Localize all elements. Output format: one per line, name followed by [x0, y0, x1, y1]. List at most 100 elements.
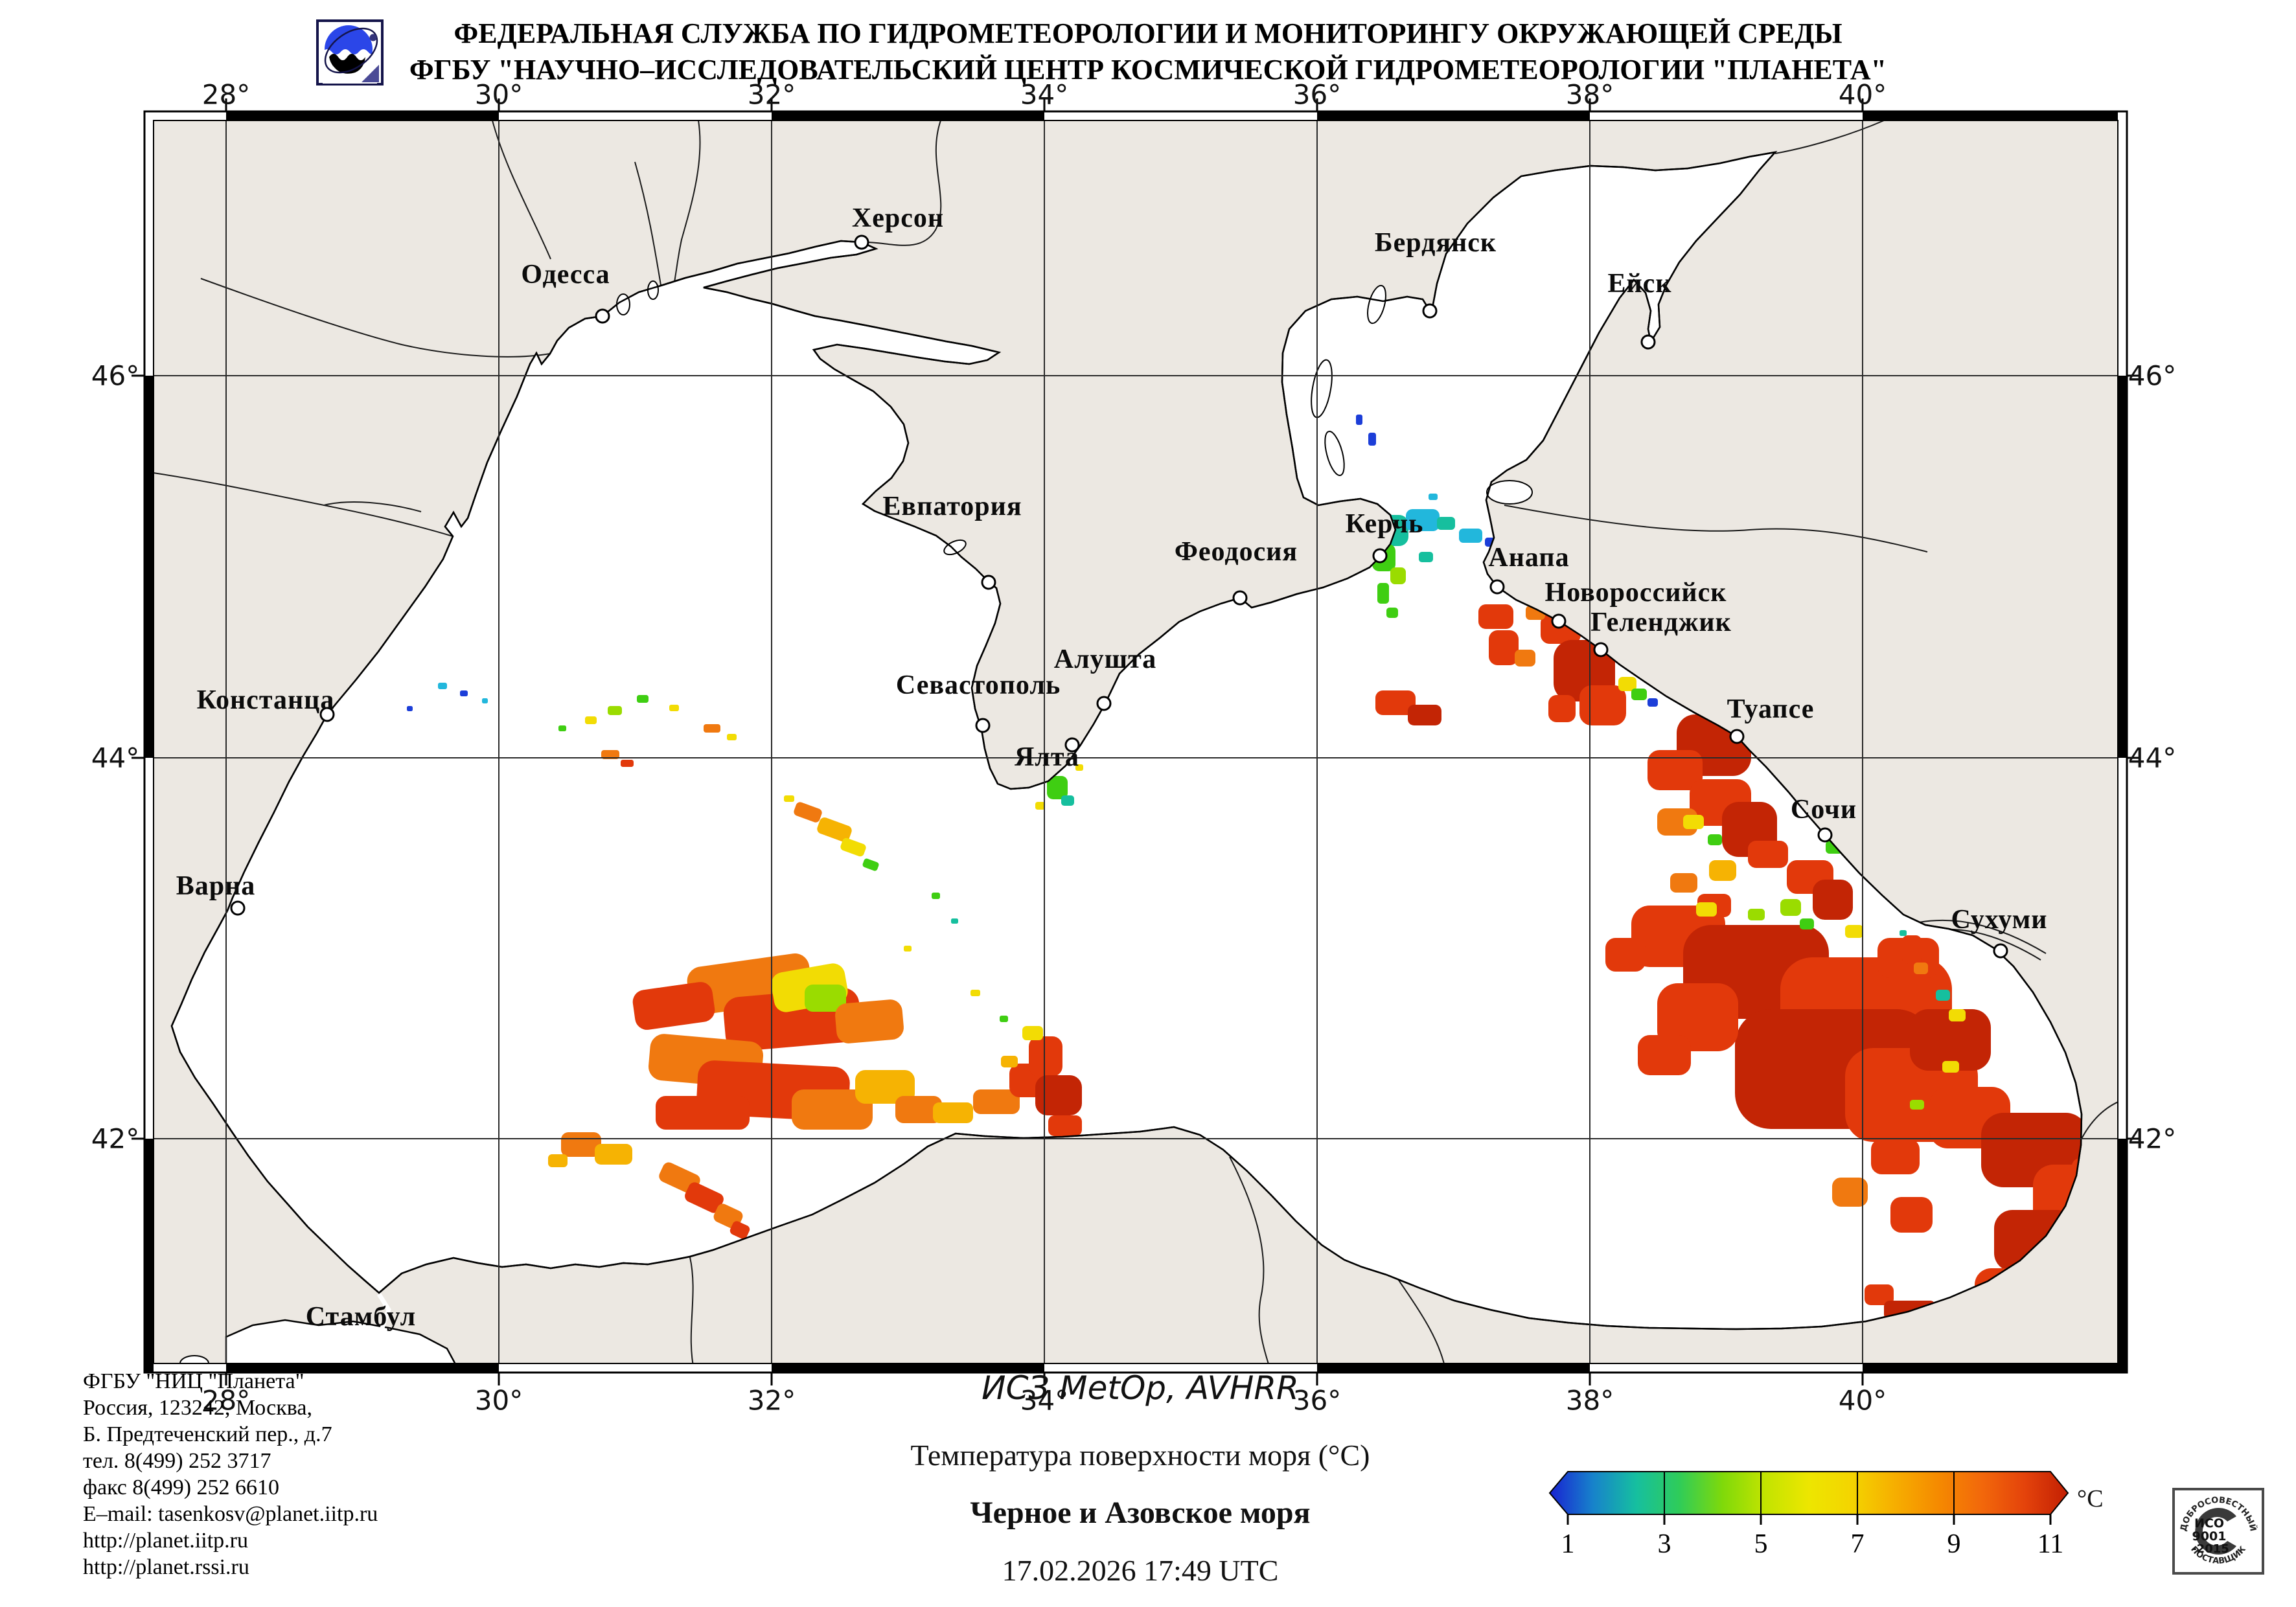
colorbar-dividers [1664, 1472, 1955, 1514]
lon-label-bottom: 40° [1838, 1384, 1887, 1417]
city-dots [230, 234, 2008, 959]
city-label: Алушта [1053, 644, 1157, 674]
region-line: Черное и Азовское моря [970, 1496, 1311, 1530]
sst-patch [1390, 567, 1406, 584]
sst-patch [608, 706, 622, 715]
sst-patch [1515, 650, 1535, 667]
city-label: Варна [176, 871, 256, 901]
sst-patch [1035, 802, 1045, 810]
sst-patch [1047, 776, 1068, 799]
sst-patch [1375, 690, 1416, 715]
sst-patch [1832, 1178, 1868, 1207]
city-label: Констанца [196, 685, 335, 715]
city-dot [1817, 827, 1833, 843]
city-dot [1372, 548, 1388, 564]
city-label: Сухуми [1951, 905, 2048, 935]
city-label: Бердянск [1374, 228, 1497, 258]
sst-patch [805, 985, 846, 1012]
sst-patch [1910, 1100, 1924, 1110]
sst-patch [1780, 899, 1801, 916]
svg-text:-2015: -2015 [2192, 1542, 2229, 1556]
sst-patch [1001, 1056, 1018, 1067]
header-title-line1: ФЕДЕРАЛЬНАЯ СЛУЖБА ПО ГИДРОМЕТЕОРОЛОГИИ … [453, 17, 1843, 49]
sst-patch [835, 999, 904, 1043]
sst-patch [1902, 935, 1922, 964]
parameter-line: Температура поверхности моря (°C) [910, 1439, 1370, 1472]
contact-line: http://planet.rssi.ru [83, 1555, 249, 1579]
sst-patch [1638, 1035, 1691, 1075]
lon-label-top: 28° [201, 78, 251, 111]
sst-patch [1548, 695, 1576, 722]
lon-label-bottom: 28° [201, 1384, 251, 1417]
sst-patch [970, 990, 980, 996]
city-dot [1640, 334, 1656, 350]
contact-line: факс 8(499) 252 6610 [83, 1476, 280, 1499]
iso-9001-stamp: ДОБРОСОВЕСТНЫЙ ПОСТАВЩИК ИСО 9001 -2015 [2172, 1488, 2264, 1575]
city-label: Севастополь [895, 670, 1061, 700]
lon-label-top: 34° [1020, 78, 1069, 111]
sst-patch [840, 838, 866, 857]
rivers [144, 120, 2128, 1373]
sst-patch [792, 1089, 873, 1130]
sst-patch [1657, 983, 1738, 1051]
city-label: Одесса [521, 260, 610, 290]
iso-c-mark [2195, 1508, 2236, 1555]
city-dot [230, 900, 246, 916]
sst-patch [601, 750, 619, 759]
sst-patch [1489, 630, 1519, 665]
contact-line: http://planet.iitp.ru [83, 1529, 248, 1553]
sst-patch [1900, 930, 1907, 936]
sst-patch [1936, 990, 1950, 1001]
city-dot [1551, 613, 1567, 629]
contact-line: тел. 8(499) 252 3717 [83, 1449, 271, 1473]
sst-patch [973, 1089, 1020, 1114]
sst-patch [1813, 880, 1853, 920]
colorbar-tick-label: 1 [1561, 1529, 1575, 1559]
planeta-logo [316, 19, 384, 85]
city-label: Ейск [1607, 269, 1672, 299]
sst-patch [1075, 764, 1083, 771]
city-label: Стамбул [305, 1302, 417, 1332]
sst-patch [558, 725, 566, 731]
lon-label-top: 32° [747, 78, 796, 111]
sst-patch [1377, 583, 1389, 604]
sst-patch [460, 690, 468, 696]
colorbar-tick-label: 11 [2037, 1529, 2064, 1559]
lat-label-right: 42° [2128, 1123, 2177, 1155]
contact-line: Б. Предтеченский пер., д.7 [83, 1422, 332, 1446]
sst-patch [669, 705, 679, 711]
satellite-line: ИСЗ MetOp, AVHRR [982, 1369, 1299, 1407]
bosporus [377, 1293, 391, 1329]
sst-patch [1647, 750, 1703, 790]
svg-text:ИСО: ИСО [2194, 1516, 2224, 1531]
sst-patch [1865, 1284, 1894, 1305]
sst-patch [1800, 918, 1814, 929]
city-dot [1593, 642, 1609, 657]
sst-patch [1748, 841, 1788, 868]
sst-patch [1408, 705, 1441, 725]
sst-patch [1845, 925, 1863, 938]
sst-patch [1459, 529, 1482, 543]
sst-patch [862, 858, 879, 871]
city-dot [975, 718, 991, 733]
lon-label-top: 30° [474, 78, 523, 111]
sst-patch [585, 716, 597, 724]
sst-patch [685, 1182, 724, 1213]
lat-label-left: 44° [91, 742, 140, 774]
city-label: Геленджик [1590, 608, 1732, 637]
lon-label-bottom: 34° [1020, 1384, 1069, 1417]
colorbar-tick-label: 3 [1657, 1529, 1671, 1559]
city-label: Евпатория [882, 492, 1022, 521]
sst-patch [1029, 1036, 1062, 1077]
sst-patch [895, 1096, 942, 1123]
city-label: Керчь [1345, 509, 1424, 539]
lon-label-top: 38° [1565, 78, 1614, 111]
sst-patch [1437, 517, 1455, 530]
sst-patch [438, 683, 447, 689]
sst-patch [632, 982, 715, 1030]
sst-patch [1605, 938, 1646, 972]
sst-patch [1670, 873, 1697, 893]
city-dot [319, 707, 335, 722]
sst-patch [1368, 433, 1376, 446]
